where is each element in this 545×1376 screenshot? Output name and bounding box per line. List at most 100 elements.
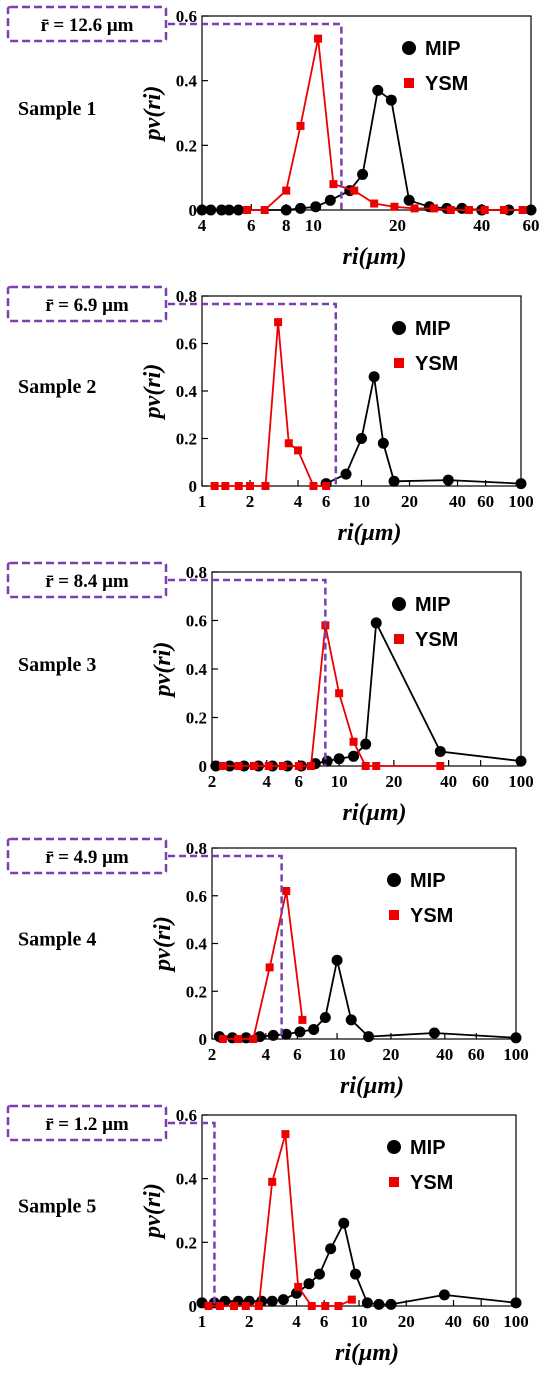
ysm-point — [321, 1302, 330, 1310]
mip-point — [280, 204, 292, 216]
x-tick-label: 40 — [440, 772, 457, 791]
legend-ysm-marker — [389, 1177, 399, 1187]
y-tick-label: 0.6 — [176, 1106, 197, 1125]
y-tick-label: 0.2 — [176, 136, 197, 155]
x-tick-label: 4 — [198, 216, 207, 235]
mip-point — [438, 1289, 450, 1301]
x-tick-label: 6 — [322, 492, 331, 511]
y-axis-label: pv(ri) — [150, 642, 176, 699]
ysm-point — [314, 34, 323, 43]
mip-point — [267, 1029, 279, 1041]
x-tick-label: 20 — [385, 772, 402, 791]
ysm-point — [334, 1302, 343, 1310]
ysm-point — [249, 1035, 258, 1043]
legend-mip-label: MIP — [425, 38, 461, 60]
x-tick-label: 6 — [247, 216, 256, 235]
plot-frame — [211, 847, 517, 1040]
ysm-point — [390, 202, 399, 211]
mip-point — [196, 204, 208, 216]
series-line-mip — [202, 1220, 517, 1306]
ysm-point — [464, 206, 473, 214]
chart-panel-2: 0 0.2 0.4 0.6 0.8 1 2 4 6 10 20 40 60 100 ri(μm) pv(ri)… — [6, 285, 534, 546]
chart-panel-4: 0 0.2 0.4 0.6 0.8 2 4 6 10 20 40 60 100 ri(μm) pv(ri) S… — [6, 837, 529, 1099]
x-tick-label: 100 — [503, 1312, 529, 1331]
mip-point — [442, 474, 454, 486]
ysm-point — [298, 1015, 307, 1024]
mip-point — [266, 1295, 278, 1307]
x-tick-label: 4 — [294, 492, 303, 511]
x-tick-label: 4 — [262, 1045, 271, 1064]
x-axis-label: ri(μm) — [340, 1073, 404, 1099]
mip-point — [331, 954, 343, 966]
ysm-point — [307, 1302, 316, 1310]
x-tick-label: 60 — [468, 1045, 485, 1064]
sample-label: Sample 4 — [18, 929, 96, 951]
ysm-point — [350, 186, 359, 195]
sample-label: Sample 5 — [18, 1196, 96, 1218]
legend-mip-label: MIP — [415, 594, 451, 616]
mip-point — [434, 745, 446, 757]
y-tick-label: 0.8 — [186, 839, 207, 858]
y-axis-label: pv(ri) — [140, 86, 166, 143]
legend-mip-label: MIP — [410, 870, 446, 892]
mip-point — [525, 204, 537, 216]
mip-point — [373, 1298, 385, 1310]
mip-point — [313, 1268, 325, 1280]
y-tick-label: 0.2 — [176, 430, 197, 449]
y-tick-label: 0.8 — [186, 563, 207, 582]
mean-label-text: r̄ = 1.2 μm — [45, 1114, 129, 1135]
legend-ysm-marker — [389, 910, 399, 920]
series-line-ysm — [208, 1133, 353, 1307]
x-tick-label: 4 — [292, 1312, 301, 1331]
y-tick-label: 0.2 — [176, 1233, 197, 1252]
x-tick-label: 8 — [282, 216, 291, 235]
legend-ysm-label: YSM — [425, 73, 468, 95]
ysm-point — [294, 1282, 303, 1291]
mip-point — [370, 617, 382, 629]
ysm-point — [296, 121, 305, 130]
mip-point — [310, 201, 322, 213]
y-tick-label: 0.6 — [186, 612, 207, 631]
series-line-ysm — [247, 38, 523, 211]
ysm-point — [499, 206, 508, 214]
ysm-point — [278, 762, 287, 770]
mean-guide-line — [168, 578, 327, 766]
ysm-point — [329, 180, 338, 189]
x-tick-label: 40 — [436, 1045, 453, 1064]
legend-ysm-marker — [394, 358, 404, 368]
ysm-point — [410, 204, 419, 213]
legend-ysm-label: YSM — [410, 1172, 453, 1194]
y-axis-label: pv(ri) — [140, 1183, 166, 1240]
mean-label-text: r̄ = 6.9 μm — [45, 295, 129, 316]
series-line-mip — [202, 88, 531, 211]
x-tick-label: 6 — [295, 772, 304, 791]
legend-mip-marker — [392, 321, 406, 335]
mip-point — [350, 1268, 362, 1280]
legend-ysm-marker — [404, 78, 414, 88]
mip-point — [319, 1012, 331, 1024]
x-tick-label: 60 — [477, 492, 494, 511]
y-axis-label: pv(ri) — [140, 364, 166, 421]
ysm-point — [282, 886, 291, 895]
x-tick-label: 6 — [320, 1312, 329, 1331]
mip-point — [294, 1026, 306, 1038]
mean-label-box — [6, 285, 168, 323]
ysm-point — [429, 204, 438, 213]
mip-point — [368, 371, 380, 383]
ysm-point — [249, 762, 258, 770]
ysm-point — [241, 1302, 250, 1310]
x-tick-label: 1 — [198, 1312, 207, 1331]
x-tick-label: 1 — [198, 492, 207, 511]
y-tick-label: 0 — [199, 757, 208, 776]
series-line-ysm — [222, 890, 304, 1040]
mean-guide-line — [168, 1121, 216, 1306]
x-tick-label: 2 — [208, 772, 217, 791]
mean-guide-line — [168, 854, 283, 1039]
x-tick-label: 2 — [245, 1312, 254, 1331]
mip-point — [308, 1023, 320, 1035]
mip-point — [356, 433, 367, 444]
ysm-point — [204, 1302, 213, 1310]
mean-label-box — [6, 837, 168, 875]
legend-ysm-marker — [394, 634, 404, 644]
x-tick-label: 60 — [523, 216, 540, 235]
